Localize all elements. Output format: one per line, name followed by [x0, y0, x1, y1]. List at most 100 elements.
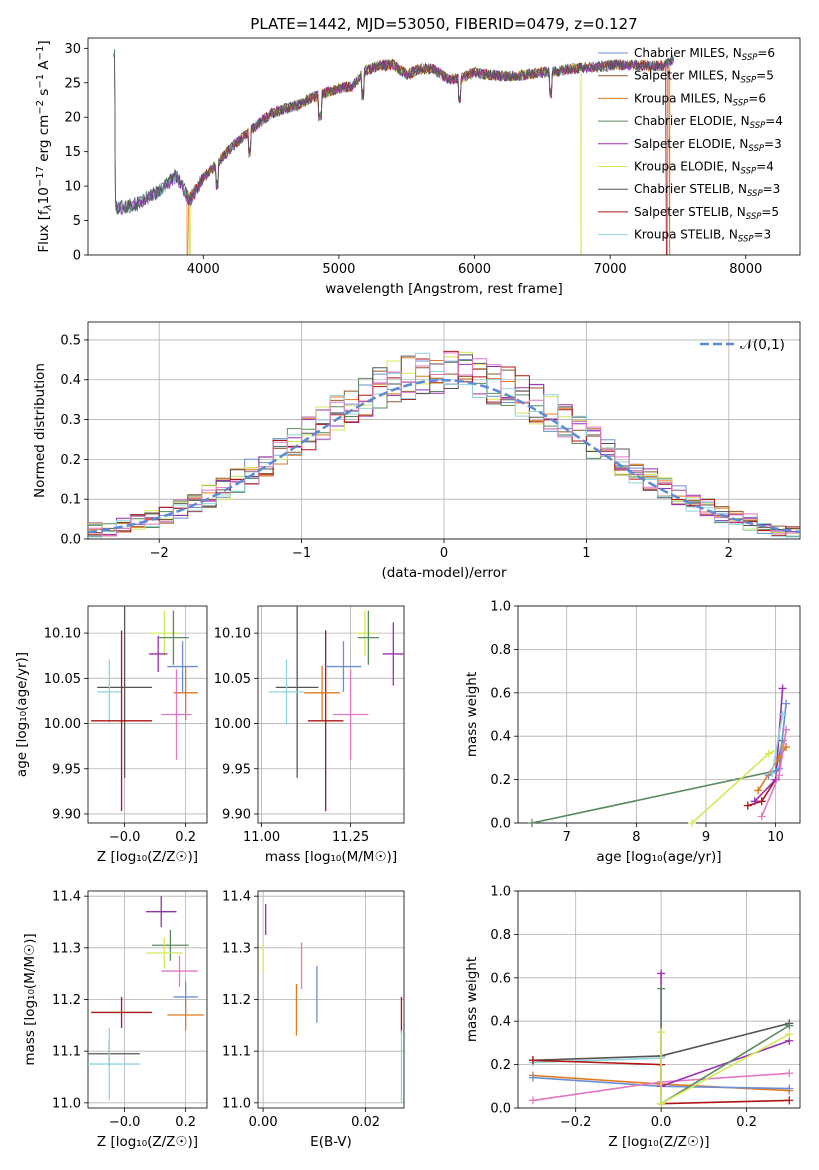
y-tick-label: 11.1	[222, 1045, 251, 1060]
series-line	[771, 714, 784, 774]
y-tick-label: 11.0	[52, 1096, 81, 1111]
y-tick-label: 11.3	[52, 941, 81, 956]
legend-entry: Salpeter MILES, NSSP=5	[634, 69, 774, 86]
legend-n-sub: SSP	[733, 98, 749, 108]
y-tick-label: 10.00	[44, 717, 81, 732]
legend-n-sub: SSP	[741, 167, 757, 177]
x-tick-label: 9	[702, 830, 710, 845]
y-tick-label: 1.0	[490, 885, 511, 900]
x-axis-label: E(B-V)	[310, 1134, 352, 1150]
y-tick-label: 0.6	[490, 971, 511, 986]
legend-n: N	[738, 182, 747, 196]
legend-n: N	[741, 114, 750, 128]
x-axis-label: Z [log₁₀(Z/Z☉)]	[608, 1134, 709, 1150]
data-point-marker	[754, 786, 763, 795]
spectrum-line	[186, 58, 668, 255]
legend-entry: Salpeter STELIB, NSSP=5	[634, 205, 779, 222]
x-tick-label: −1	[292, 546, 311, 561]
spectrum-line	[186, 58, 671, 255]
data-point-marker	[757, 797, 766, 806]
y-axis-label: mass [log₁₀(M/M☉)]	[22, 933, 38, 1065]
legend-entry: Chabrier ELODIE, NSSP=4	[634, 114, 783, 131]
y-tick-label: 10	[64, 180, 81, 195]
legend-n-value: =3	[764, 137, 782, 151]
legend-n-value: =3	[754, 228, 772, 242]
x-tick-label: 4000	[187, 262, 220, 277]
legend-n: N	[733, 46, 742, 60]
y-tick-label: 0.4	[490, 730, 511, 745]
legend-name: Salpeter MILES,	[634, 69, 732, 83]
data-point-marker	[764, 749, 773, 758]
x-tick-label: 1	[582, 546, 590, 561]
y-tick-label: 5	[73, 214, 81, 229]
x-tick-label: 0.2	[175, 830, 196, 845]
legend-n: N	[724, 91, 733, 105]
x-tick-label: 0.00	[249, 1115, 278, 1130]
x-tick-label: 11.00	[243, 830, 280, 845]
y-tick-label: 11.2	[52, 993, 81, 1008]
legend-n-sub: SSP	[748, 144, 764, 154]
y-axis-label-part: −17	[35, 166, 46, 187]
y-tick-label: 1.0	[490, 600, 511, 615]
legend-entry: 𝒩(0,1)	[740, 337, 785, 353]
x-tick-label: −0.0	[109, 1115, 141, 1130]
legend-name: Salpeter ELODIE,	[634, 137, 739, 151]
legend-entry: Salpeter ELODIE, NSSP=3	[634, 137, 782, 154]
chart-title: PLATE=1442, MJD=53050, FIBERID=0479, z=0…	[250, 15, 637, 33]
mass-vs-reddening-panel: 0.00 0.02 11.0 11.1 11.2 11.3 11.4 E(B-V)	[222, 890, 405, 1150]
x-tick-label: 0	[440, 546, 448, 561]
y-tick-label: 25	[64, 76, 81, 91]
y-tick-label: 0.4	[490, 1015, 511, 1030]
axes-frame	[87, 321, 801, 540]
legend-n-value: =5	[761, 205, 779, 219]
y-tick-label: 10.00	[214, 717, 251, 732]
axes-frame	[87, 890, 208, 1109]
x-tick-label: 7000	[594, 262, 627, 277]
series-line	[754, 688, 784, 802]
x-axis-label: mass [log₁₀(M/M☉)]	[265, 849, 397, 865]
y-tick-label: 9.95	[52, 762, 81, 777]
data-point-marker	[785, 1069, 794, 1078]
data-point-marker	[657, 1099, 666, 1108]
y-tick-label: 10.10	[214, 627, 251, 642]
data-point-marker	[657, 984, 666, 993]
data-point-marker	[775, 771, 784, 780]
legend-n: N	[739, 137, 748, 151]
x-tick-label: 6000	[458, 262, 491, 277]
x-tick-label: 0.0	[651, 1115, 672, 1130]
legend-n: N	[729, 228, 738, 242]
axes-frame	[257, 605, 405, 824]
legend-n-sub: SSP	[742, 53, 758, 63]
y-axis-label-part: Flux [f	[36, 209, 52, 253]
x-axis-label: (data-model)/error	[381, 565, 507, 581]
y-axis-label-part: −1	[35, 46, 46, 61]
data-point-marker	[750, 797, 759, 806]
data-point-marker	[528, 1056, 537, 1065]
data-point-marker	[785, 1030, 794, 1039]
y-tick-label: 0.2	[490, 1058, 511, 1073]
spectrum-line	[187, 59, 583, 255]
legend-name: Chabrier STELIB,	[634, 182, 738, 196]
y-tick-label: 0.4	[60, 373, 81, 388]
legend-n-value: =6	[748, 91, 766, 105]
y-tick-label: 0.5	[60, 333, 81, 348]
data-point-marker	[528, 1096, 537, 1105]
x-tick-label: 7	[563, 830, 571, 845]
y-tick-label: 10.05	[214, 672, 251, 687]
axes-frame	[517, 890, 801, 1109]
age-vs-metallicity-panel: −0.0 0.2 9.90 9.95 10.00 10.05 10.10 Z [log₁₀(Z…	[14, 605, 208, 865]
x-tick-label: 5000	[322, 262, 355, 277]
y-tick-label: 0.8	[490, 643, 511, 658]
axes-frame	[517, 605, 801, 824]
y-tick-label: 10.05	[44, 672, 81, 687]
x-axis-label: Z [log₁₀(Z/Z☉)]	[97, 1134, 198, 1150]
legend-name: Salpeter STELIB,	[634, 205, 737, 219]
y-tick-label: 30	[64, 42, 81, 57]
y-tick-label: 11.2	[222, 993, 251, 1008]
y-tick-label: 0.2	[490, 773, 511, 788]
y-tick-label: 9.90	[52, 807, 81, 822]
y-tick-label: 11.4	[222, 890, 251, 905]
y-tick-label: 0.0	[60, 533, 81, 548]
series-line	[531, 740, 784, 823]
legend-n-value: =4	[765, 114, 783, 128]
